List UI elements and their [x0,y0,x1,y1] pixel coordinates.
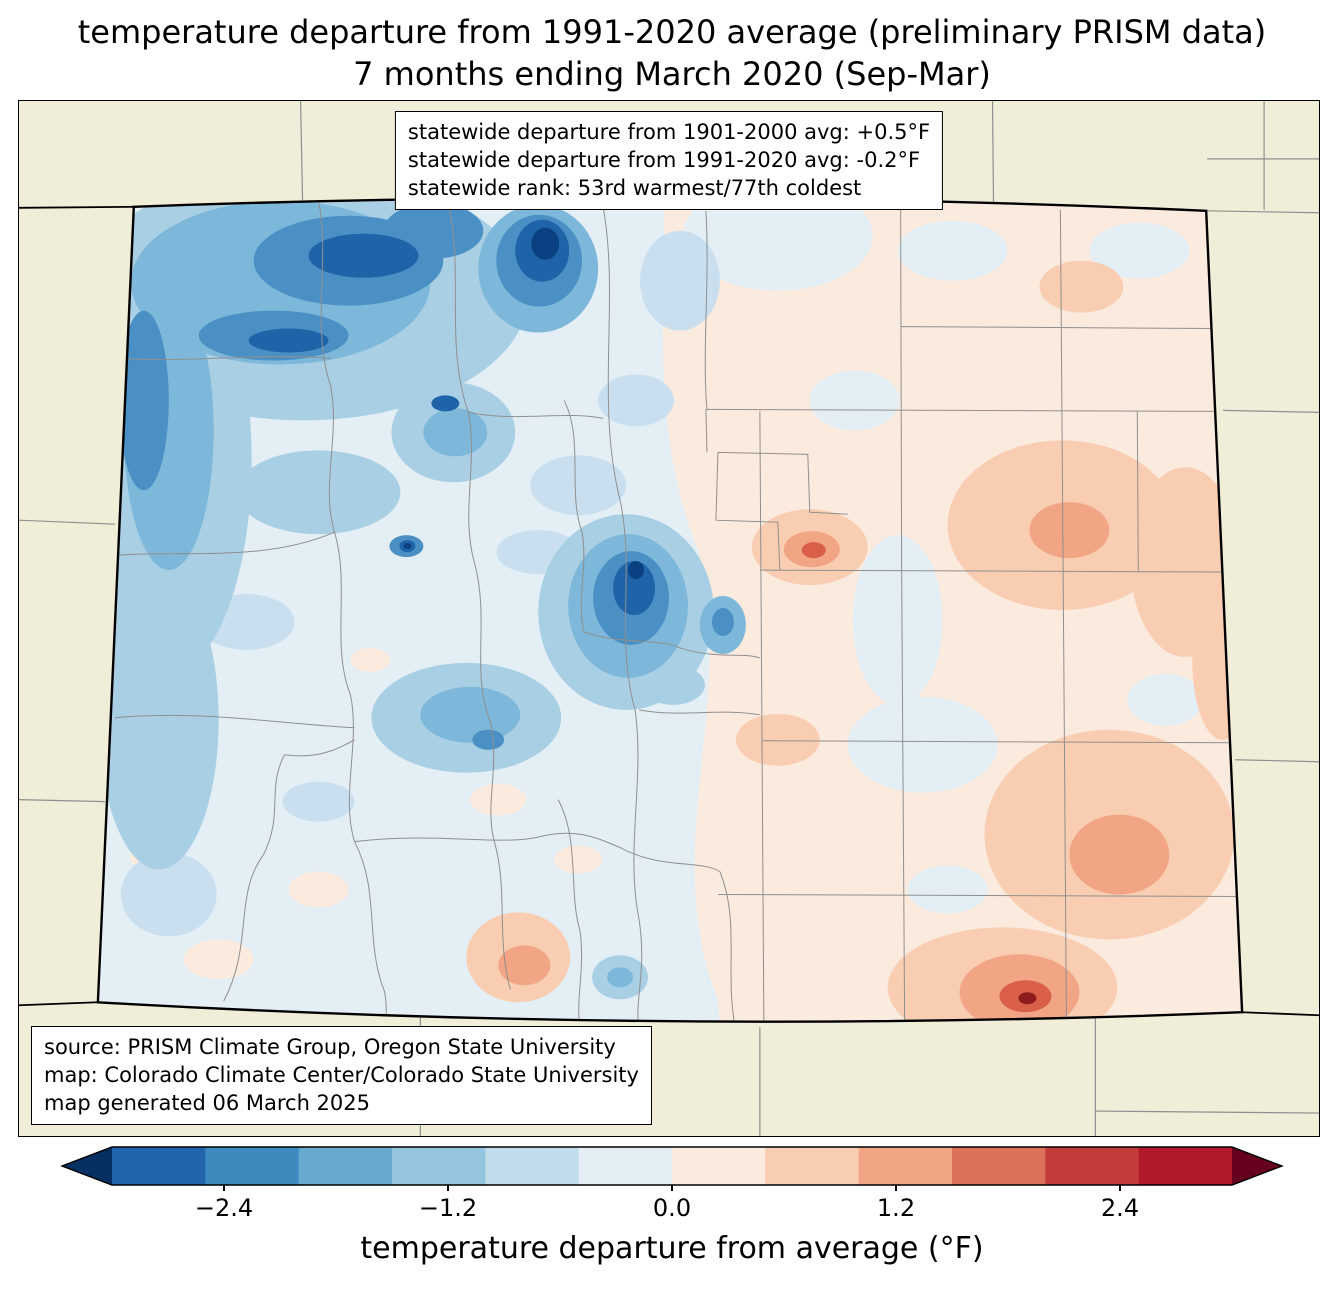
cool-core-dots [403,227,645,580]
colorbar-svg [60,1146,1284,1186]
stats-line-2: statewide departure from 1991-2020 avg: … [407,148,921,173]
temperature-field [97,197,1243,1022]
colorbar-arrow-right [1232,1147,1282,1185]
cool-patches-east [682,197,1204,914]
stats-line-3: statewide rank: 53rd warmest/77th coldes… [407,176,862,201]
colorbar-segment [298,1147,393,1185]
source-line-2: map: Colorado Climate Center/Colorado St… [44,1062,639,1087]
colorbar-segment [858,1147,953,1185]
adjacent-state-borders [19,205,1319,1017]
colorbar-tick [671,1185,673,1191]
title-line-1: temperature departure from 1991-2020 ave… [77,13,1267,51]
figure-title: temperature departure from 1991-2020 ave… [0,12,1344,95]
colorbar-segment [112,1147,206,1185]
colorbar-segment [205,1147,300,1185]
map-panel: statewide departure from 1901-2000 avg: … [18,100,1320,1137]
colorbar-tick [1119,1185,1121,1191]
colorbar-segment [485,1147,580,1185]
colorbar-segment [672,1147,766,1185]
colorbar-segment [952,1147,1046,1185]
county-boundaries [114,200,1241,1022]
colorbar-tick-label: 0.0 [652,1194,692,1222]
colorbar-segment [765,1147,860,1185]
title-line-2: 7 months ending March 2020 (Sep-Mar) [353,54,991,93]
colorbar-tick-label: 2.4 [1100,1194,1140,1222]
colorbar-label: temperature departure from average (°F) [360,1231,984,1266]
colorbar-segment [1138,1147,1233,1185]
colorbar-segment [578,1147,673,1185]
source-line-3: map generated 06 March 2025 [44,1090,371,1115]
colorbar-tick-label: −2.4 [194,1194,254,1222]
stats-line-1: statewide departure from 1901-2000 avg: … [407,120,931,144]
colorbar-tick [447,1185,449,1191]
cool-level-5 [248,219,656,616]
colorbar-tick [895,1185,897,1191]
colorbar-outline [60,1146,1284,1186]
colorado-temperature-map [19,101,1319,1136]
colorbar-tick [223,1185,225,1191]
colorbar-segment [1045,1147,1140,1185]
colorbar-tick-label: 1.2 [876,1194,916,1222]
colorbar-arrow-left [62,1147,112,1185]
warm-core-dot [1018,992,1037,1005]
colorbar: temperature departure from average (°F) … [60,1146,1284,1266]
colorbar-segment [392,1147,486,1185]
source-line-1: source: PRISM Climate Group, Oregon Stat… [44,1034,616,1059]
source-box: source: PRISM Climate Group, Oregon Stat… [31,1025,652,1125]
stats-box: statewide departure from 1901-2000 avg: … [394,111,944,211]
colorbar-tick-label: −1.2 [418,1194,478,1222]
